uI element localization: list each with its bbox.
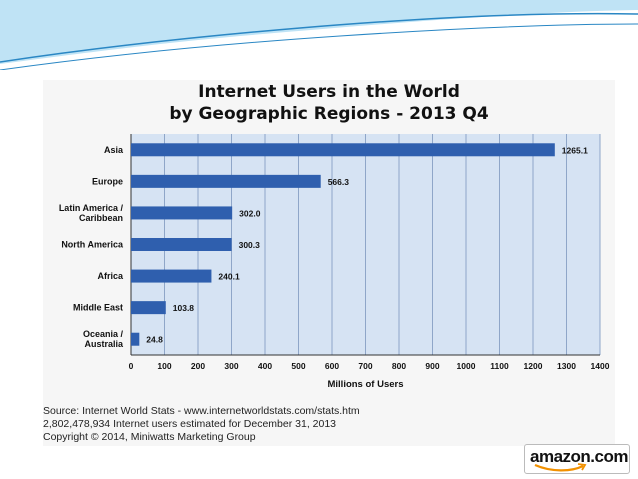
category-label-line: North America [61, 240, 124, 250]
amazon-logo-badge: amazon.com [524, 444, 630, 474]
smile-arc [534, 463, 584, 472]
bar [131, 238, 232, 251]
swoosh-light-band [0, 0, 638, 64]
category-label-line: Oceania / [83, 329, 124, 339]
chart-title: Internet Users in the World [198, 82, 460, 102]
copyright-line: Copyright © 2014, Miniwatts Marketing Gr… [43, 431, 256, 443]
x-tick-label: 100 [157, 361, 171, 371]
x-tick-label: 200 [191, 361, 205, 371]
bar-value-label: 300.3 [239, 240, 261, 250]
smile-arrowhead [577, 463, 587, 471]
x-tick-label: 1400 [591, 361, 610, 371]
category-label: Oceania / Australia [83, 329, 124, 349]
category-label: North America [61, 240, 124, 250]
chart-card: Internet Users in the World by Geographi… [43, 80, 615, 446]
category-label: Middle East [73, 303, 123, 313]
category-label-line: Caribbean [79, 213, 123, 223]
category-label: Latin America / Caribbean [59, 203, 124, 223]
bar-value-label: 302.0 [239, 208, 261, 218]
x-tick-label: 500 [291, 361, 305, 371]
swoosh-dark-line [0, 12, 638, 63]
category-label-line: Middle East [73, 303, 123, 313]
bar-value-label: 566.3 [328, 177, 350, 187]
swoosh-dark-line-2 [0, 23, 638, 70]
x-tick-label: 800 [392, 361, 406, 371]
x-tick-label: 1300 [557, 361, 576, 371]
x-tick-label: 400 [258, 361, 272, 371]
source-line-1: Source: Internet World Stats - www.inter… [43, 405, 360, 417]
category-label-line: Africa [97, 271, 124, 281]
x-tick-label: 600 [325, 361, 339, 371]
category-label-line: Asia [104, 145, 124, 155]
x-tick-label: 0 [129, 361, 134, 371]
x-tick-label: 1100 [490, 361, 509, 371]
amazon-smile-icon [534, 463, 587, 472]
x-tick-label: 900 [425, 361, 439, 371]
source-line-2: 2,802,478,934 Internet users estimated f… [43, 418, 337, 430]
category-label-line: Latin America / [59, 203, 124, 213]
bar-value-label: 103.8 [173, 303, 195, 313]
bar [131, 301, 166, 315]
header-swoosh-decoration [0, 0, 638, 70]
x-tick-label: 1000 [457, 361, 476, 371]
x-axis-title: Millions of Users [327, 379, 403, 390]
bar-value-label: 240.1 [218, 272, 240, 282]
x-tick-label: 1200 [524, 361, 543, 371]
category-label-line: Australia [84, 339, 124, 349]
bar [131, 206, 233, 220]
chart-subtitle: by Geographic Regions - 2013 Q4 [169, 104, 489, 124]
bar [131, 143, 555, 157]
category-label-line: Europe [92, 176, 123, 186]
category-label: Europe [92, 176, 123, 186]
bar-value-label: 24.8 [146, 335, 163, 345]
amazon-logo-text: amazon.com [530, 447, 628, 466]
category-label: Africa [97, 271, 124, 281]
x-tick-label: 300 [224, 361, 238, 371]
bar-value-label: 1265.1 [562, 145, 588, 155]
x-tick-label: 700 [358, 361, 372, 371]
bar [131, 269, 212, 283]
category-label: Asia [104, 145, 124, 155]
bar [131, 332, 140, 346]
bar [131, 174, 321, 188]
bar-chart: 0 100 200 300 400 500 600 700 800 900 1000 1100 1200… [59, 134, 610, 390]
